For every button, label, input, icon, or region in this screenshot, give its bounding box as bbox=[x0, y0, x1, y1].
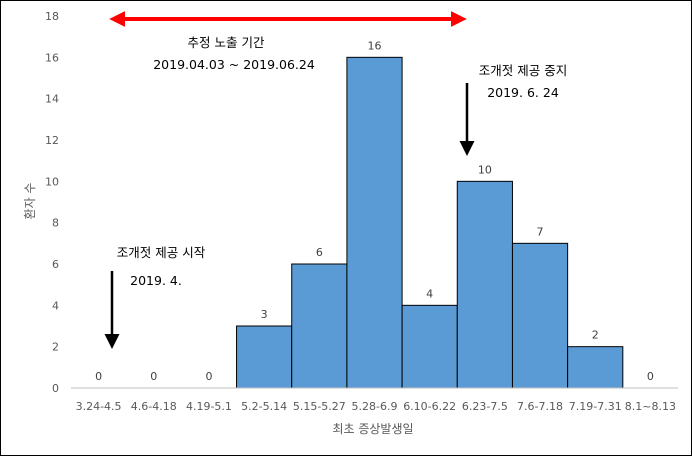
supply-stop-title: 조개젓 제공 중지 bbox=[479, 63, 567, 78]
data-label: 7 bbox=[537, 225, 544, 238]
y-tick-label: 16 bbox=[45, 51, 59, 64]
data-label: 0 bbox=[205, 370, 212, 383]
data-labels: 0 0 0 3 6 16 4 10 7 2 0 bbox=[95, 39, 654, 383]
x-tick-label: 4.6-4.18 bbox=[131, 400, 177, 413]
x-tick-label: 6.23-7.5 bbox=[462, 400, 508, 413]
y-axis-ticks: 0 2 4 6 8 10 12 14 16 18 bbox=[45, 10, 59, 395]
data-label: 0 bbox=[647, 370, 654, 383]
y-tick-label: 0 bbox=[52, 382, 59, 395]
data-label: 6 bbox=[316, 246, 323, 259]
y-tick-label: 8 bbox=[52, 217, 59, 230]
y-tick-label: 4 bbox=[52, 299, 59, 312]
y-tick-label: 18 bbox=[45, 10, 59, 23]
y-tick-label: 14 bbox=[45, 93, 59, 106]
supply-start-title: 조개젓 제공 시작 bbox=[117, 245, 206, 260]
data-label: 10 bbox=[478, 163, 492, 176]
data-label: 16 bbox=[368, 39, 382, 52]
supply-start-date: 2019. 4. bbox=[130, 273, 182, 288]
y-tick-label: 6 bbox=[52, 258, 59, 271]
exposure-range: 2019.04.03 ~ 2019.06.24 bbox=[153, 57, 315, 72]
x-tick-label: 7.6-7.18 bbox=[517, 400, 563, 413]
bar bbox=[346, 56, 403, 389]
y-tick-label: 12 bbox=[45, 134, 59, 147]
y-axis-title: 환자 수 bbox=[23, 183, 37, 220]
bar bbox=[511, 242, 569, 389]
x-tick-label: 7.19-7.31 bbox=[569, 400, 622, 413]
x-tick-label: 6.10-6.22 bbox=[403, 400, 456, 413]
supply-stop-date: 2019. 6. 24 bbox=[487, 85, 559, 100]
bar bbox=[567, 346, 624, 389]
data-label: 4 bbox=[426, 287, 433, 300]
x-tick-label: 5.2-5.14 bbox=[241, 400, 287, 413]
data-label: 2 bbox=[592, 329, 599, 342]
bars bbox=[236, 56, 624, 389]
bar bbox=[456, 180, 513, 389]
data-label: 0 bbox=[95, 370, 102, 383]
exposure-title: 추정 노출 기간 bbox=[188, 35, 265, 50]
x-tick-label: 4.19-5.1 bbox=[186, 400, 232, 413]
x-axis-title: 최초 증상발생일 bbox=[332, 422, 413, 436]
y-tick-label: 2 bbox=[52, 341, 59, 354]
data-label: 3 bbox=[261, 308, 268, 321]
x-tick-label: 3.24-4.5 bbox=[76, 400, 122, 413]
bar bbox=[401, 304, 458, 389]
bar bbox=[236, 325, 293, 389]
y-tick-label: 10 bbox=[45, 175, 59, 188]
data-label: 0 bbox=[150, 370, 157, 383]
x-tick-label: 5.28-6.9 bbox=[352, 400, 398, 413]
x-axis-ticks: 3.24-4.5 4.6-4.18 4.19-5.1 5.2-5.14 5.15-5.2… bbox=[76, 400, 676, 413]
bar bbox=[291, 263, 348, 389]
x-tick-label: 5.15-5.27 bbox=[293, 400, 346, 413]
x-tick-label: 8.1~8.13 bbox=[625, 400, 676, 413]
